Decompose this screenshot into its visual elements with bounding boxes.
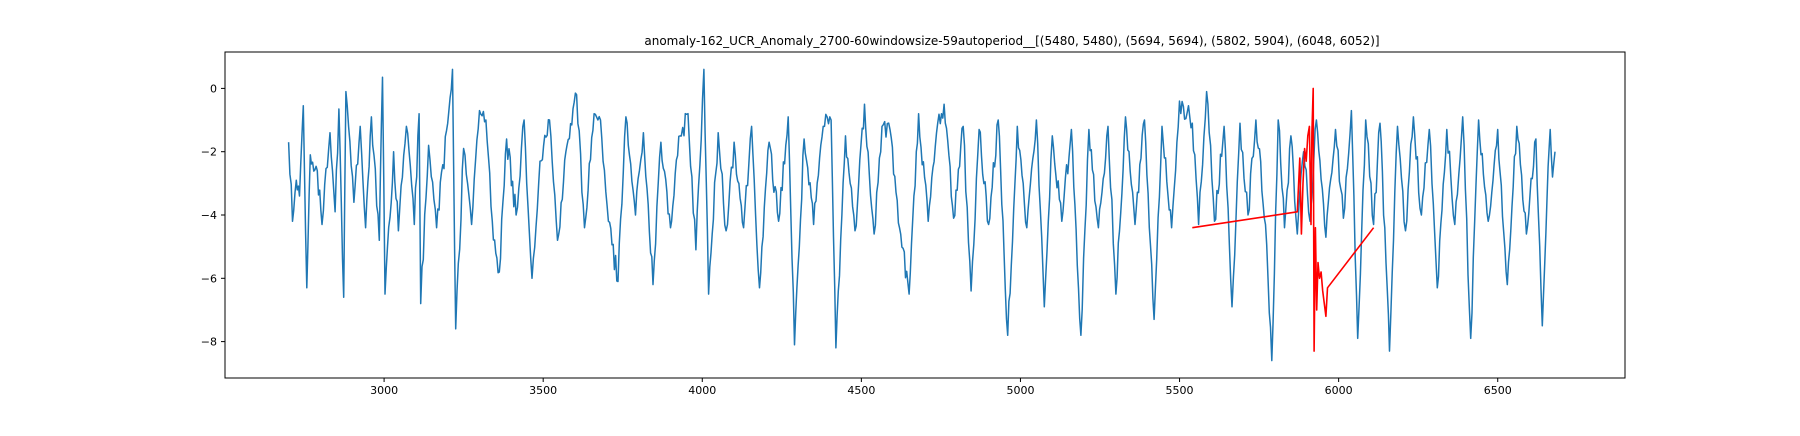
plot-layer <box>287 68 1556 362</box>
x-tick-label: 5000 <box>1006 384 1034 397</box>
x-tick-label: 4000 <box>688 384 716 397</box>
x-tick-label: 3000 <box>370 384 398 397</box>
y-tick-label: −2 <box>201 146 217 159</box>
y-tick-label: −6 <box>201 272 217 285</box>
x-tick-label: 3500 <box>529 384 557 397</box>
x-tick-label: 4500 <box>847 384 875 397</box>
x-tick-label: 5500 <box>1166 384 1194 397</box>
anomaly-series-line <box>1192 87 1375 352</box>
signal-series-line <box>287 68 1556 362</box>
tick-layer: 3000 3500 4000 4500 5000 5500 6000 6500 0 −2 −4 −6 −… <box>201 82 1512 397</box>
y-tick-label: 0 <box>210 82 217 95</box>
y-tick-label: −8 <box>201 336 217 349</box>
x-tick-label: 6000 <box>1325 384 1353 397</box>
axes-frame <box>224 51 1626 379</box>
chart-title: anomaly-162_UCR_Anomaly_2700-60windowsiz… <box>644 34 1379 48</box>
x-tick-label: 6500 <box>1484 384 1512 397</box>
y-tick-label: −4 <box>201 209 217 222</box>
